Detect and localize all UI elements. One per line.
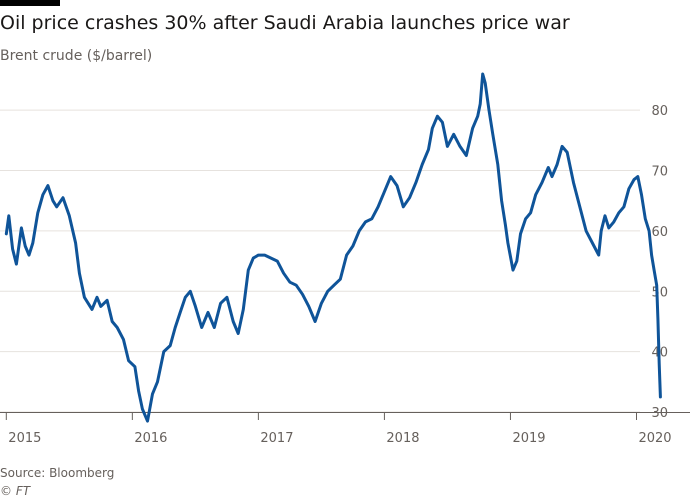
credit-note: © FT [0,484,31,498]
source-note: Source: Bloomberg [0,466,115,480]
y-tick-label: 80 [651,104,668,119]
y-tick-label: 60 [651,225,668,240]
series-line [4,72,662,423]
chart-subtitle: Brent crude ($/barrel) [0,48,153,64]
x-tick-label: 2016 [134,431,167,446]
chart-title: Oil price crashes 30% after Saudi Arabia… [0,12,570,34]
x-axis: 2015 2016 2017 2018 2019 2020 [0,412,690,446]
y-tick-label: 70 [651,165,668,180]
y-tick-label: 30 [651,406,668,421]
x-tick-label: 2015 [8,431,41,446]
top-rule [0,0,60,6]
x-tick-label: 2019 [512,431,545,446]
y-tick-label: 50 [651,285,668,300]
x-tick-label: 2020 [638,431,671,446]
series-group [4,72,662,423]
x-tick-label: 2017 [260,431,293,446]
gridlines [0,109,640,413]
x-tick-label: 2018 [386,431,419,446]
